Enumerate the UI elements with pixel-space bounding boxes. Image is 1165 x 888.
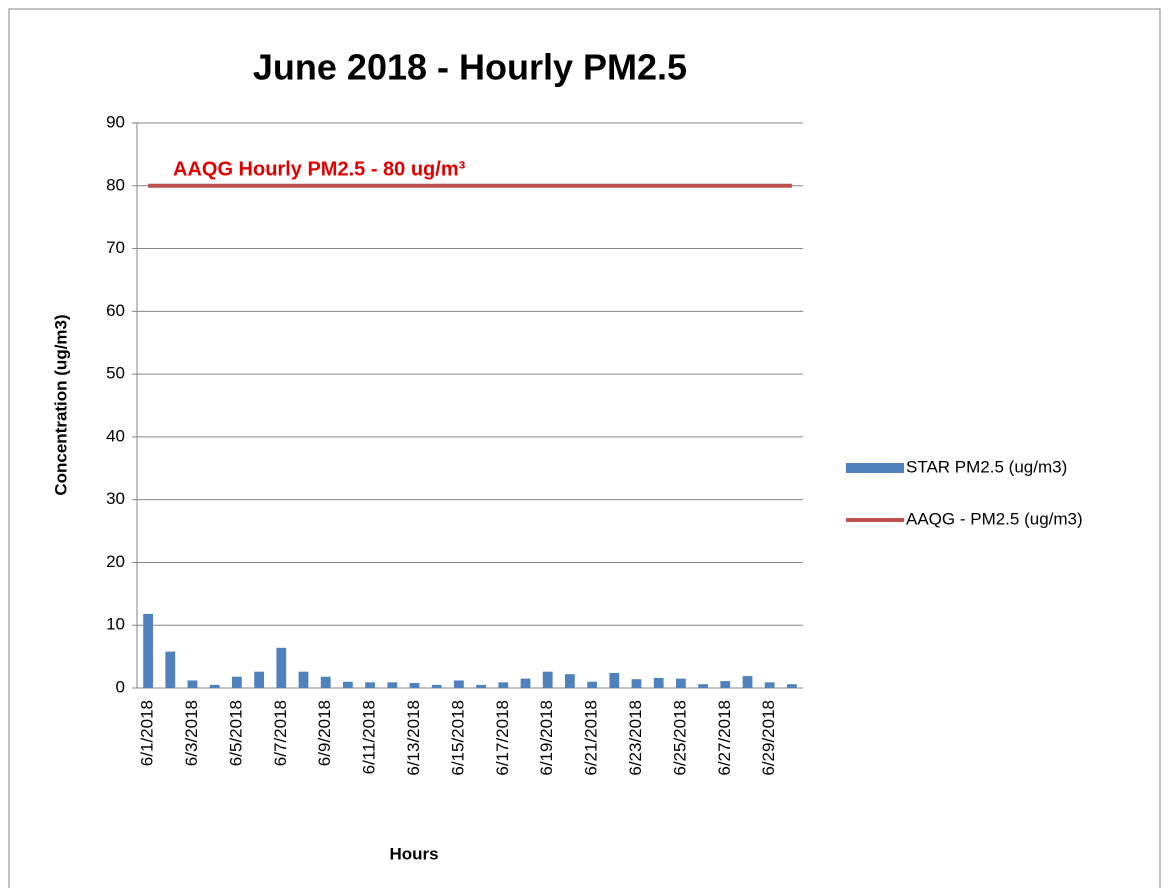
- legend-label: AAQG - PM2.5 (ug/m3): [906, 509, 1083, 528]
- bar: [365, 682, 375, 688]
- y-tick-label: 60: [106, 301, 125, 320]
- x-tick-label: 6/11/2018: [360, 700, 379, 774]
- bar: [232, 676, 242, 688]
- y-tick-label: 40: [106, 426, 125, 445]
- x-tick-label: 6/5/2018: [226, 700, 245, 766]
- legend-label: STAR PM2.5 (ug/m3): [906, 457, 1067, 476]
- x-tick-label: 6/13/2018: [404, 700, 423, 776]
- bar: [209, 684, 220, 688]
- bar: [609, 672, 620, 688]
- bar: [698, 684, 708, 688]
- bar: [653, 677, 664, 688]
- bar: [276, 647, 287, 688]
- bar: [676, 678, 686, 688]
- bar: [431, 684, 442, 688]
- bar: [631, 679, 642, 688]
- bar: [742, 676, 753, 688]
- y-tick-label: 20: [106, 552, 125, 571]
- x-tick-label: 6/15/2018: [448, 700, 467, 776]
- bar: [498, 682, 509, 688]
- bar: [254, 671, 264, 688]
- chart-title: June 2018 - Hourly PM2.5: [253, 47, 687, 88]
- bar: [187, 680, 198, 688]
- bar: [764, 682, 775, 688]
- x-tick-label: 6/23/2018: [626, 700, 645, 776]
- bar: [454, 680, 464, 688]
- y-axis-label: Concentration (ug/m3): [51, 314, 70, 495]
- bar: [143, 613, 153, 688]
- bar: [298, 671, 309, 688]
- bar: [542, 671, 553, 688]
- x-tick-label: 6/9/2018: [315, 700, 334, 766]
- bar: [165, 651, 176, 688]
- y-tick-label: 30: [106, 489, 125, 508]
- bar: [587, 681, 597, 688]
- bar: [387, 682, 398, 688]
- x-tick-label: 6/19/2018: [537, 700, 556, 776]
- chart-border: [8, 8, 1161, 888]
- bar: [720, 681, 731, 688]
- bar: [320, 676, 331, 688]
- annotation: AAQG Hourly PM2.5 - 80 ug/m³: [173, 158, 466, 180]
- bar: [787, 684, 797, 688]
- bar: [565, 674, 575, 688]
- x-tick-label: 6/27/2018: [715, 700, 734, 776]
- y-tick-label: 70: [106, 238, 125, 257]
- x-tick-label: 6/25/2018: [670, 700, 689, 776]
- y-tick-label: 90: [106, 112, 125, 131]
- x-tick-label: 6/1/2018: [138, 700, 157, 766]
- x-tick-label: 6/7/2018: [271, 700, 290, 766]
- bar: [409, 682, 420, 688]
- y-tick-label: 80: [106, 175, 125, 194]
- y-tick-label: 50: [106, 364, 125, 383]
- bar: [476, 684, 486, 688]
- x-tick-label: 6/29/2018: [759, 700, 778, 776]
- y-tick-label: 10: [106, 615, 125, 634]
- x-tick-label: 6/21/2018: [582, 700, 601, 776]
- x-tick-label: 6/17/2018: [493, 700, 512, 776]
- x-axis-label: Hours: [389, 844, 438, 863]
- legend-swatch: [846, 463, 904, 473]
- x-tick-label: 6/3/2018: [182, 700, 201, 766]
- y-tick-label: 0: [116, 677, 125, 696]
- bar: [520, 678, 531, 688]
- bar: [343, 681, 353, 688]
